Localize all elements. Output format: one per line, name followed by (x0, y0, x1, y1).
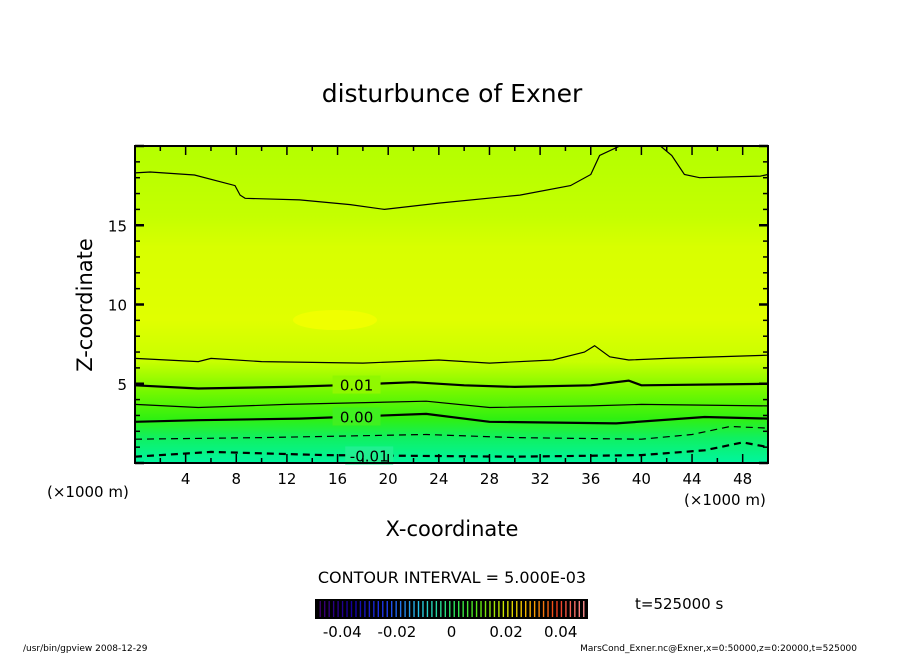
colorbar-tick-labels: -0.04 -0.02 0 0.02 0.04 (323, 623, 578, 641)
contour-line (134, 344, 769, 364)
contour-label: -0.01 (350, 447, 389, 465)
colorbar-tick-label: -0.04 (323, 623, 362, 641)
x-tick-label: 40 (632, 470, 651, 488)
y-tick-label: 15 (108, 217, 127, 235)
plot-frame (134, 145, 769, 464)
x-tick-label: 8 (232, 470, 242, 488)
x-tick-label: 44 (682, 470, 701, 488)
colorbar-tick-label: 0.04 (544, 623, 577, 641)
x-unit-right: (×1000 m) (684, 491, 766, 509)
x-tick-label: 32 (531, 470, 550, 488)
y-tick-label: 5 (117, 376, 127, 394)
contour-label-bg (332, 407, 381, 426)
contour-line (134, 145, 769, 211)
contour-label-bg (345, 446, 394, 465)
colorbar-tick-label: 0 (447, 623, 457, 641)
yellow-max-region (293, 310, 377, 330)
x-tick-label: 20 (379, 470, 398, 488)
x-tick-label: 4 (181, 470, 191, 488)
plot-fill (135, 146, 768, 463)
contour-label: 0.01 (340, 377, 373, 395)
colorbar-tick-label: -0.02 (377, 623, 416, 641)
chart-title: disturbunce of Exner (322, 79, 583, 108)
y-tick-label: 10 (108, 297, 127, 315)
footer-source: MarsCond_Exner.nc@Exner,x=0:50000,z=0:20… (580, 644, 857, 654)
x-tick-label: 12 (277, 470, 296, 488)
x-tick-label: 36 (581, 470, 600, 488)
contour-line (134, 412, 769, 425)
x-axis-label: X-coordinate (386, 517, 519, 541)
y-axis-label: Z-coordinate (73, 238, 97, 372)
contour-line (134, 441, 769, 458)
colorbar-tick-label: 0.02 (489, 623, 522, 641)
x-unit-left: (×1000 m) (47, 483, 129, 501)
contour-line (134, 400, 769, 409)
x-tick-label: 16 (328, 470, 347, 488)
contour-label: 0.00 (340, 408, 373, 426)
contour-label-bg (332, 375, 381, 394)
x-tick-label: 24 (429, 470, 448, 488)
time-label: t=525000 s (635, 595, 723, 613)
colorbar (319, 601, 585, 617)
footer-program: /usr/bin/gpview 2008-12-29 (23, 644, 148, 654)
x-tick-label: 48 (733, 470, 752, 488)
contour-interval: CONTOUR INTERVAL = 5.000E-03 (318, 568, 586, 587)
contour-lines: 0.01 0.00 -0.01 (134, 145, 769, 465)
x-tick-label: 28 (480, 470, 499, 488)
contour-line (134, 425, 769, 440)
contour-line (134, 379, 769, 390)
